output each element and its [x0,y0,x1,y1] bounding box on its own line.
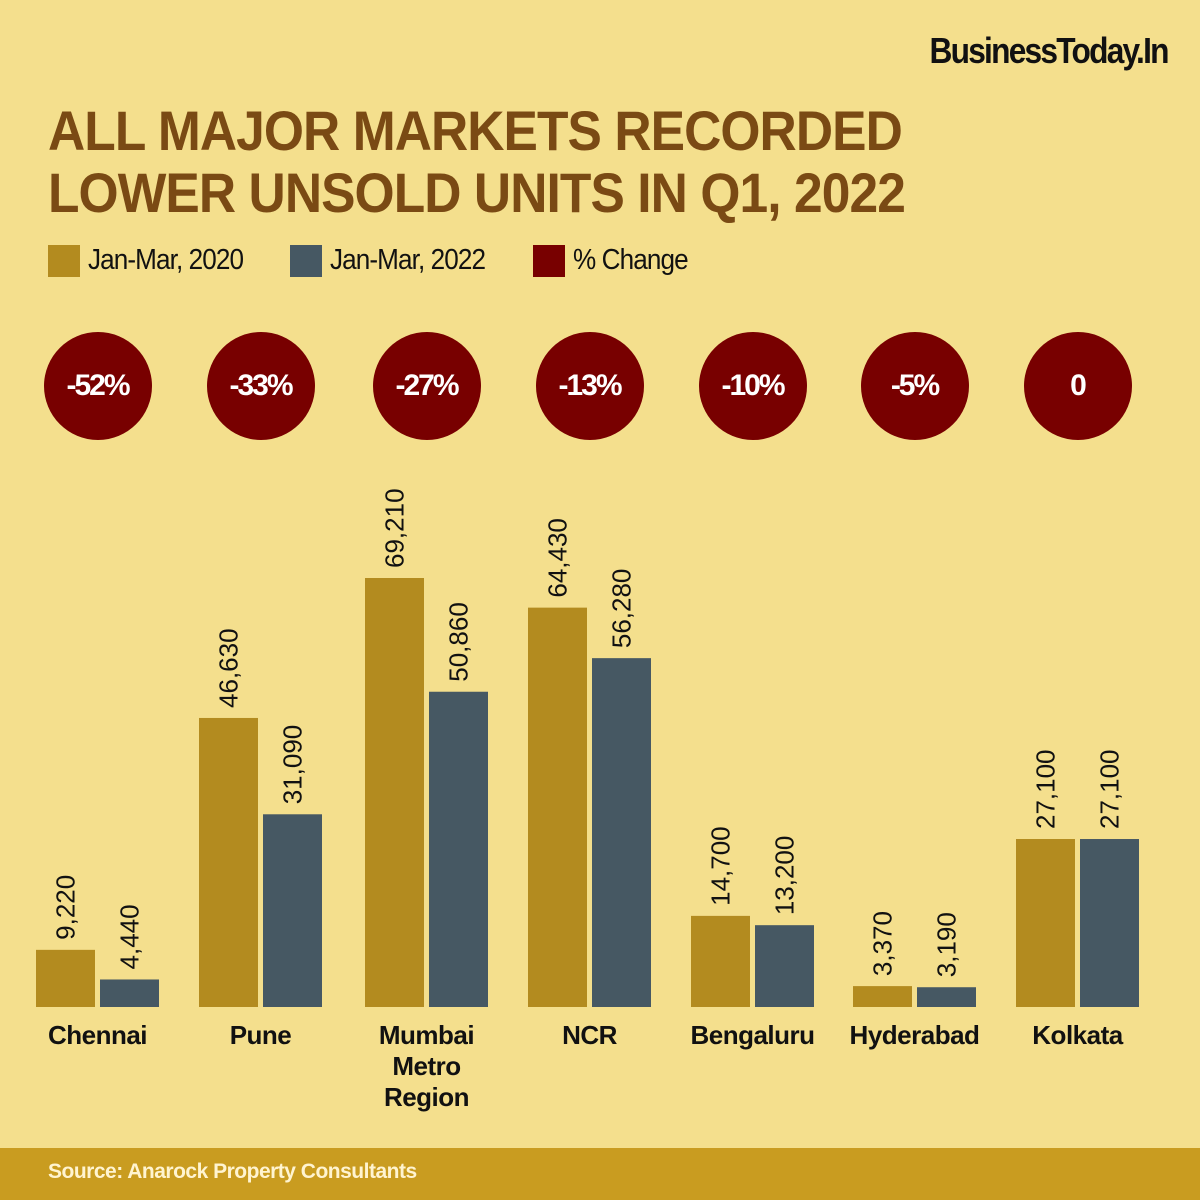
pct-change-bubble-pune: -33% [206,332,315,440]
bar-label-kolkata-2022: 27,100 [1095,749,1125,829]
bar-hyderabad-2022 [917,987,976,1007]
category-label-line: Hyderabad [849,1020,980,1050]
category-label-ncr: NCR [510,1020,670,1051]
bar-ncr-2022 [592,658,651,1007]
category-label-line: Mumbai [378,1020,475,1050]
chart-title: ALL MAJOR MARKETS RECORDED LOWER UNSOLD … [48,99,906,224]
brand-logo: BusinessToday.In [929,30,1170,71]
category-label-bengaluru: Bengaluru [673,1020,833,1051]
category-label-line: Bengaluru [690,1020,815,1050]
bar-kolkata-2020 [1016,839,1075,1007]
footer-band: Source: Anarock Property Consultants [0,1148,1200,1200]
category-label-line: Region [383,1082,470,1112]
bar-pune-2022 [263,814,322,1007]
pct-change-bubble-bengaluru: -10% [698,332,807,440]
legend-item-pct-change: % Change [532,244,700,277]
bar-chennai-2020 [36,949,95,1007]
category-label-line: Kolkata [1032,1020,1123,1050]
bar-label-bengaluru-2022: 13,200 [770,836,800,916]
bar-label-mumbai-metro-region-2020: 69,210 [380,488,410,568]
category-label-pune: Pune [181,1020,341,1051]
legend-item-2022: Jan-Mar, 2022 [290,244,502,277]
bar-label-pune-2022: 31,090 [278,725,308,805]
bar-label-chennai-2022: 4,440 [115,904,145,969]
bar-mumbai-metro-region-2020 [365,578,424,1007]
bar-ncr-2020 [528,607,587,1007]
pct-change-bubble-ncr: -13% [535,332,644,440]
bar-pune-2020 [199,717,258,1007]
legend-label-2022: Jan-Mar, 2022 [330,244,486,276]
bar-label-pune-2020: 46,630 [214,628,244,708]
category-label-chennai: Chennai [18,1020,178,1051]
pct-change-bubble-chennai: -52% [43,332,152,440]
legend-swatch-pct-change [532,244,565,277]
bar-mumbai-metro-region-2022 [429,691,488,1007]
category-label-line: Metro [392,1051,461,1081]
bar-bengaluru-2022 [755,925,814,1007]
source-note: Source: Anarock Property Consultants [48,1160,417,1183]
bar-label-ncr-2022: 56,280 [607,569,637,649]
pct-change-bubble-kolkata: 0 [1023,332,1132,440]
bar-label-mumbai-metro-region-2022: 50,860 [444,602,474,682]
legend-swatch-2020 [48,244,80,277]
category-label-line: Pune [229,1020,292,1050]
legend-swatch-2022 [290,244,323,277]
bar-label-bengaluru-2020: 14,700 [706,826,736,906]
bar-chennai-2022 [100,979,159,1007]
legend-label-2020: Jan-Mar, 2020 [88,244,244,276]
pct-change-bubble-hyderabad: -5% [860,332,969,440]
bar-label-ncr-2020: 64,430 [543,518,573,598]
legend-label-pct-change: % Change [572,244,689,276]
category-label-line: Chennai [47,1020,148,1050]
title-line-1: ALL MAJOR MARKETS RECORDED [48,99,903,162]
category-label-hyderabad: Hyderabad [835,1020,995,1051]
bar-kolkata-2022 [1080,839,1139,1007]
legend: Jan-Mar, 2020 Jan-Mar, 2022 % Change [48,244,730,277]
category-label-line: NCR [562,1020,617,1050]
category-label-kolkata: Kolkata [998,1020,1158,1051]
bar-label-kolkata-2020: 27,100 [1031,749,1061,829]
category-label-mumbai-metro-region: Mumbai Metro Region [347,1020,507,1113]
pct-change-bubble-mumbai-metro-region: -27% [372,332,481,440]
legend-item-2020: Jan-Mar, 2020 [48,244,260,277]
bar-hyderabad-2020 [853,986,912,1007]
bar-label-chennai-2020: 9,220 [51,875,81,940]
title-line-2: LOWER UNSOLD UNITS IN Q1, 2022 [48,161,906,224]
bar-bengaluru-2020 [691,915,750,1007]
bar-label-hyderabad-2022: 3,190 [932,912,962,977]
bar-label-hyderabad-2020: 3,370 [868,911,898,976]
